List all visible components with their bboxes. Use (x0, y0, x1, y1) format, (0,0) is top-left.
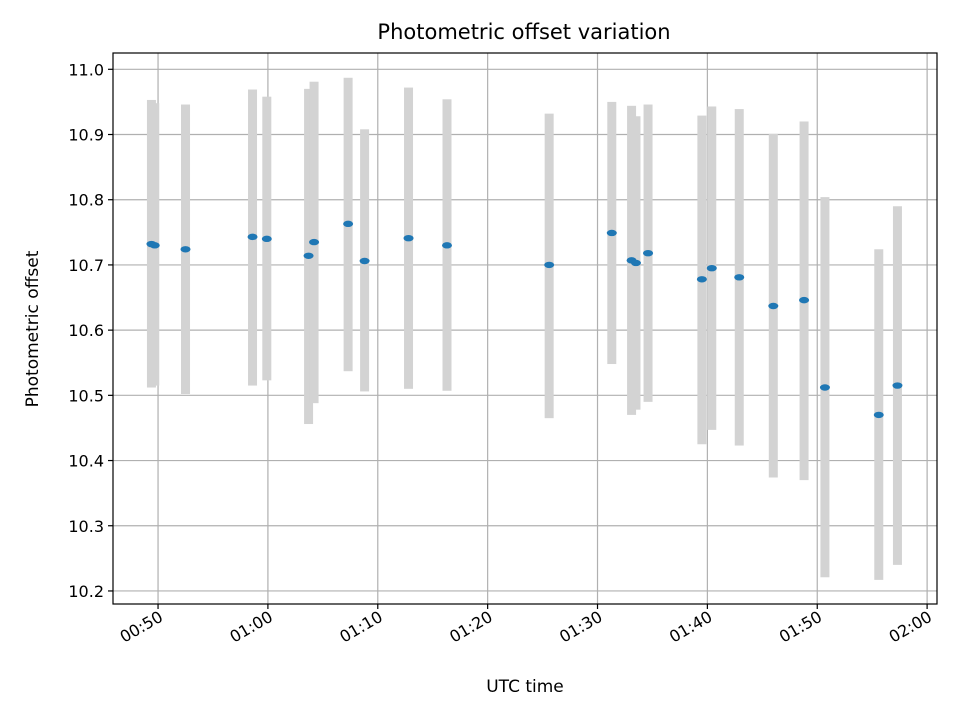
data-point (247, 233, 258, 241)
x-tick-label: 00:50 (117, 607, 166, 647)
x-tick-label: 01:20 (446, 607, 495, 647)
grid-layer (113, 53, 937, 604)
data-point (734, 274, 745, 281)
x-tick-label: 01:10 (336, 607, 385, 647)
data-point (630, 259, 641, 267)
x-tick-label: 01:00 (226, 607, 275, 647)
data-point (544, 261, 555, 269)
data-point (706, 264, 717, 272)
data-point (149, 242, 160, 249)
data-point (403, 234, 414, 242)
data-point (441, 242, 452, 249)
point-layer (146, 220, 903, 419)
x-tick-label: 01:40 (666, 607, 715, 647)
x-tick-label: 02:00 (886, 607, 935, 647)
data-point (799, 296, 810, 304)
chart-title: Photometric offset variation (377, 20, 670, 44)
data-point (643, 249, 654, 257)
data-point (696, 276, 707, 283)
plot-frame (112, 52, 938, 605)
data-point (606, 229, 617, 237)
data-point (892, 382, 903, 389)
data-point (180, 246, 191, 253)
data-point (343, 220, 354, 228)
y-tick-label: 10.7 (68, 256, 104, 275)
data-point (768, 302, 779, 310)
y-tick-label: 11.0 (68, 60, 104, 79)
y-tick-label: 10.3 (68, 517, 104, 536)
data-point (873, 411, 884, 419)
data-point (819, 384, 830, 391)
errorbar-layer (146, 77, 902, 580)
data-point (309, 238, 320, 246)
data-point (303, 252, 314, 259)
x-axis-label: UTC time (486, 677, 564, 697)
y-tick-label: 10.9 (68, 126, 104, 145)
y-tick-label: 10.8 (68, 191, 104, 210)
data-point (261, 235, 272, 243)
y-tick-label: 10.6 (68, 321, 104, 340)
y-tick-label: 10.5 (68, 386, 104, 405)
y-tick-label: 10.4 (68, 452, 104, 471)
y-axis-label: Photometric offset (23, 250, 43, 407)
x-tick-label: 01:50 (776, 607, 825, 647)
x-tick-label: 01:30 (556, 607, 605, 647)
y-tick-label: 10.2 (68, 582, 104, 601)
data-point (359, 257, 370, 265)
